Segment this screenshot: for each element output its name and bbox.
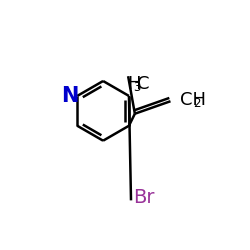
Text: 2: 2	[194, 97, 201, 110]
Text: H: H	[127, 75, 141, 93]
Text: 3: 3	[133, 81, 140, 94]
Text: Br: Br	[133, 188, 154, 207]
Text: C: C	[137, 75, 150, 93]
Text: N: N	[61, 86, 79, 106]
Text: CH: CH	[180, 91, 206, 109]
